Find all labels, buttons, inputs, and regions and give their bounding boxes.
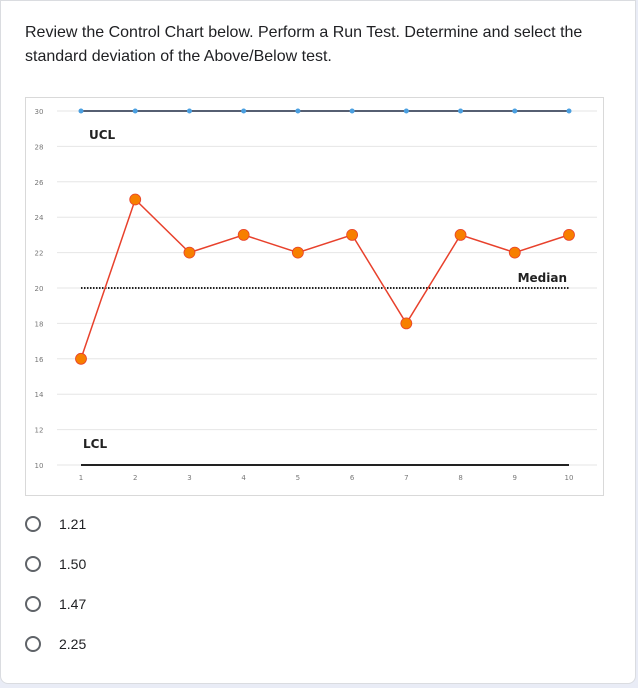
radio-button[interactable] [25, 516, 41, 532]
data-series-line [80, 198, 570, 360]
data-point [75, 352, 87, 365]
ucl-marker [458, 108, 464, 114]
option-label: 1.50 [59, 556, 87, 572]
y-tick-label: 18 [35, 320, 44, 328]
option-4[interactable]: 2.25 [25, 629, 325, 659]
x-tick-label: 1 [79, 474, 83, 482]
option-3[interactable]: 1.47 [25, 589, 325, 619]
y-tick-label: 14 [35, 391, 44, 399]
data-point [129, 193, 142, 206]
ucl-marker [186, 108, 192, 114]
data-point [563, 228, 575, 241]
y-tick-label: 24 [35, 214, 44, 222]
x-tick-label: 9 [513, 474, 517, 482]
option-label: 1.47 [59, 596, 87, 612]
y-tick-label: 12 [35, 427, 44, 435]
ucl-marker [566, 108, 572, 114]
x-tick-label: 6 [350, 474, 355, 482]
y-tick-label: 22 [35, 250, 44, 258]
y-tick-label: 30 [35, 108, 44, 116]
data-point [454, 228, 467, 241]
ucl-marker [349, 108, 355, 114]
x-tick-label: 8 [458, 474, 462, 482]
y-tick-label: 20 [35, 285, 44, 293]
data-point [291, 246, 304, 259]
median-label: Median [518, 271, 567, 285]
option-label: 2.25 [59, 636, 87, 652]
data-point [237, 228, 250, 241]
y-tick-label: 28 [35, 143, 44, 151]
ucl-marker [403, 108, 409, 114]
chart-frame [25, 97, 604, 496]
y-tick-label: 26 [35, 179, 44, 187]
control-chart: 10 12 14 16 18 20 22 24 26 28 30 1 2 3 4 5 6 7 8 9 10 UCL LCL M… [25, 97, 605, 502]
radio-button[interactable] [25, 636, 41, 652]
x-tick-label: 2 [133, 474, 137, 482]
x-tick-label: 7 [404, 474, 408, 482]
question-line-2: standard deviation of the Above/Below te… [25, 48, 332, 65]
ucl-label: UCL [89, 128, 116, 142]
ucl-marker [241, 108, 247, 114]
option-2[interactable]: 1.50 [25, 549, 325, 579]
radio-button[interactable] [25, 556, 41, 572]
x-tick-label: 10 [565, 474, 574, 482]
ucl-marker [295, 108, 301, 114]
data-point [346, 228, 359, 241]
ucl-marker [78, 108, 84, 114]
question-text: Review the Control Chart below. Perform … [25, 21, 615, 69]
radio-button[interactable] [25, 596, 41, 612]
question-line-1: Review the Control Chart below. Perform … [25, 24, 583, 41]
data-point [400, 317, 413, 330]
ucl-marker [132, 108, 138, 114]
lcl-label: LCL [83, 437, 107, 451]
ucl-marker [512, 108, 518, 114]
x-tick-label: 5 [296, 474, 300, 482]
option-label: 1.21 [59, 516, 87, 532]
y-tick-label: 10 [35, 462, 44, 470]
x-tick-label: 3 [187, 474, 191, 482]
option-1[interactable]: 1.21 [25, 509, 325, 539]
data-point [508, 246, 521, 259]
data-point [183, 246, 196, 259]
x-tick-label: 4 [241, 474, 246, 482]
y-tick-label: 16 [35, 356, 44, 364]
